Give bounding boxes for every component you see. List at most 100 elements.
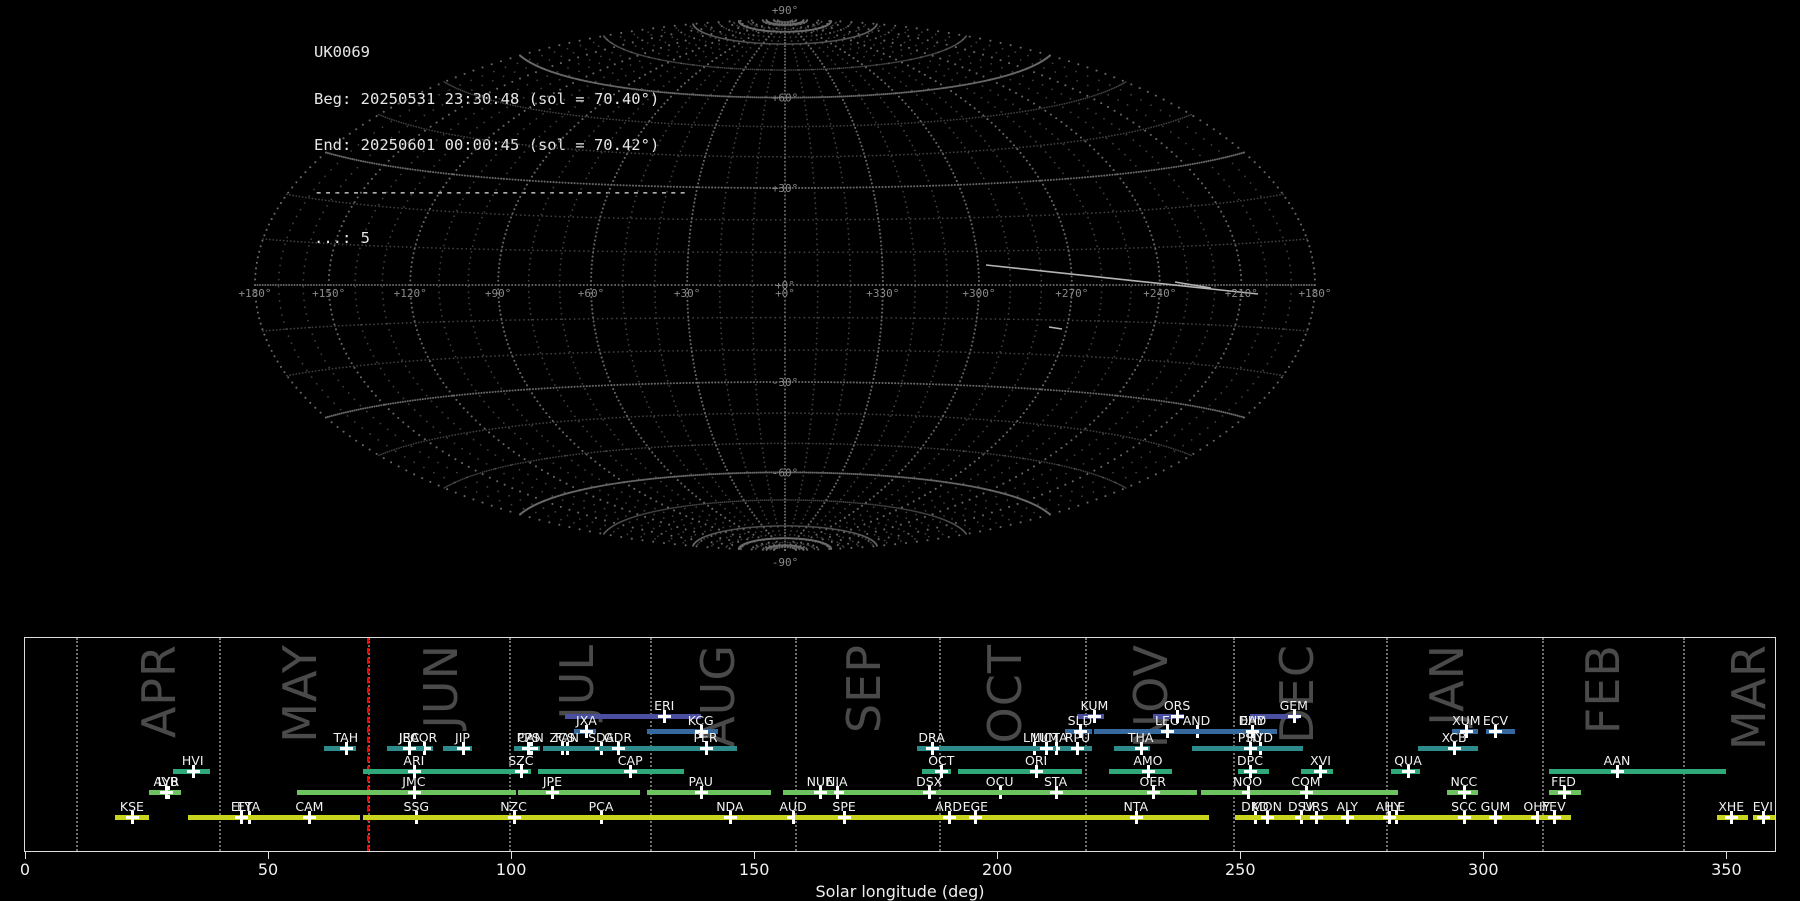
shower-code-label: AMO	[1133, 753, 1162, 768]
shower-bar[interactable]	[363, 769, 514, 774]
shower-code-label: DPC	[1237, 753, 1263, 768]
shower-bar[interactable]	[1238, 746, 1267, 751]
x-tick	[511, 852, 512, 859]
shower-code-label: RPU	[1065, 730, 1090, 745]
ra-label: +150°	[312, 287, 345, 300]
shower-code-label: FED	[1551, 774, 1576, 789]
month-label-jul: JUL	[550, 644, 604, 720]
shower-bar[interactable]	[297, 790, 516, 795]
shower-bar[interactable]	[929, 746, 1082, 751]
dec-label: +60°	[772, 92, 799, 105]
shower-bar[interactable]	[1362, 815, 1452, 820]
shower-bar[interactable]	[599, 746, 628, 751]
x-tick	[997, 852, 998, 859]
shower-code-label: KUM	[1081, 698, 1109, 713]
shower-code-label: XUM	[1452, 713, 1481, 728]
shower-bar[interactable]	[1539, 815, 1571, 820]
meteor-trail-3	[1049, 327, 1062, 329]
month-label-feb: FEB	[1576, 644, 1630, 734]
shower-bar[interactable]	[1391, 769, 1420, 774]
month-boundary-line	[1683, 638, 1685, 851]
shower-bar[interactable]	[1024, 746, 1056, 751]
dec-label: -90°	[772, 556, 799, 569]
shower-code-label: TAH	[334, 730, 359, 745]
shower-bar[interactable]	[1753, 815, 1775, 820]
shower-bar[interactable]	[1447, 790, 1479, 795]
shower-code-label: PAU	[688, 774, 712, 789]
shower-bar[interactable]	[387, 746, 423, 751]
shower-code-label: XCB	[1442, 730, 1467, 745]
shower-code-label: AVB	[154, 774, 179, 789]
x-tick-label: 250	[1225, 860, 1256, 879]
shower-bar[interactable]	[1235, 815, 1293, 820]
shower-code-label: CAM	[295, 799, 323, 814]
x-tick-label: 50	[258, 860, 278, 879]
shower-code-label: EHY	[1240, 713, 1265, 728]
shower-bar[interactable]	[1418, 746, 1479, 751]
shower-code-label: SCC	[1451, 799, 1476, 814]
shower-bar[interactable]	[917, 746, 946, 751]
month-label-apr: APR	[132, 644, 186, 738]
shower-code-label: ERI	[654, 698, 674, 713]
shower-code-label: STA	[1044, 774, 1067, 789]
shower-code-label: JIP	[455, 730, 470, 745]
shower-bar[interactable]	[805, 790, 834, 795]
shower-bar[interactable]	[518, 790, 640, 795]
shower-code-label: ALY	[1336, 799, 1358, 814]
shower-bar[interactable]	[1471, 815, 1522, 820]
shower-bar[interactable]	[295, 815, 324, 820]
x-tick	[1240, 852, 1241, 859]
shower-code-label: AUD	[779, 799, 806, 814]
shower-bar[interactable]	[443, 746, 472, 751]
shower-bar[interactable]	[1301, 815, 1333, 820]
shower-bar[interactable]	[504, 769, 531, 774]
shower-code-label: GUM	[1481, 799, 1511, 814]
shower-code-label: NDA	[716, 799, 743, 814]
shower-code-label: SSG	[404, 799, 430, 814]
shower-bar[interactable]	[1330, 815, 1364, 820]
shower-code-label: CAP	[618, 753, 643, 768]
shower-bar[interactable]	[927, 815, 959, 820]
shower-bar[interactable]	[1549, 790, 1581, 795]
shower-code-label: JMC	[402, 774, 425, 789]
shower-code-label: ORS	[1164, 698, 1190, 713]
shower-code-label: MON	[1252, 799, 1282, 814]
x-tick	[1483, 852, 1484, 859]
shower-bar[interactable]	[212, 815, 265, 820]
shower-code-label: ECV	[1483, 713, 1508, 728]
shower-code-label: AHY	[1376, 799, 1402, 814]
dec-label: -60°	[772, 466, 799, 479]
shower-bar[interactable]	[795, 815, 929, 820]
shower-code-label: KCG	[688, 713, 714, 728]
shower-bar[interactable]	[1250, 790, 1398, 795]
shower-code-label: ELY	[231, 799, 252, 814]
x-tick	[1726, 852, 1727, 859]
shower-bar[interactable]	[365, 815, 635, 820]
shower-bar[interactable]	[149, 790, 181, 795]
shower-code-label: HVI	[182, 753, 204, 768]
shower-code-label: JXA	[576, 713, 597, 728]
shower-bar[interactable]	[115, 815, 149, 820]
shower-code-label: JPE	[543, 774, 562, 789]
shower-bar[interactable]	[1060, 746, 1092, 751]
shower-code-label: PSU	[1238, 730, 1263, 745]
shower-bar[interactable]	[1099, 729, 1211, 734]
ra-label: +180°	[1298, 287, 1331, 300]
shower-bar[interactable]	[647, 790, 771, 795]
shower-bar[interactable]	[958, 815, 1082, 820]
x-tick-label: 150	[739, 860, 770, 879]
shower-bar[interactable]	[324, 746, 356, 751]
shower-bar[interactable]	[1486, 729, 1515, 734]
shower-bar[interactable]	[1717, 815, 1749, 820]
shower-code-label: SLD	[1068, 713, 1093, 728]
shower-code-label: AAN	[1604, 753, 1631, 768]
shower-bar[interactable]	[1075, 815, 1209, 820]
shower-code-label: COM	[1291, 774, 1320, 789]
shower-bar[interactable]	[1073, 790, 1197, 795]
shower-bar[interactable]	[514, 746, 536, 751]
shower-bar[interactable]	[1114, 746, 1150, 751]
